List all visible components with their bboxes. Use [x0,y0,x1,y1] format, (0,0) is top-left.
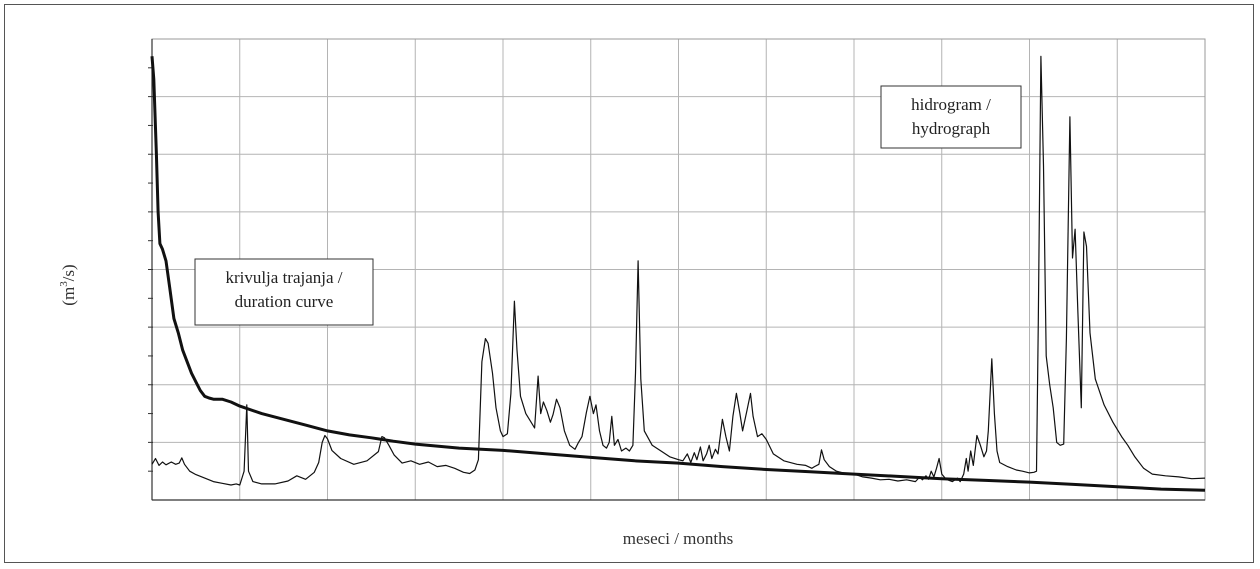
hydrograph-line [151,55,1206,486]
duration-label-box: krivulja trajanja / duration curve [194,258,374,326]
series-layer [150,55,1206,492]
duration-label-line-1: krivulja trajanja / [225,268,342,287]
duration-line [150,56,1206,492]
hydrograph-label-line-1: hidrogram / [911,95,991,114]
duration-label-line-2: duration curve [235,292,334,311]
axes [148,38,1206,501]
hydrograph-label-frame [880,85,1022,149]
y-axis-title: (m3/s) [58,264,78,305]
hydrograph-label-line-2: hydrograph [912,119,991,138]
duration-label-frame [194,258,374,326]
x-axis-title: meseci / months [623,529,733,548]
annotations: krivulja trajanja / duration curve hidrogr… [194,85,1022,326]
hydrograph-label-box: hidrogram / hydrograph [880,85,1022,149]
